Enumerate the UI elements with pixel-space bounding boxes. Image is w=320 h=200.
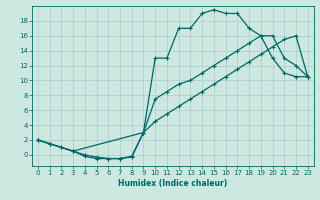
X-axis label: Humidex (Indice chaleur): Humidex (Indice chaleur): [118, 179, 228, 188]
